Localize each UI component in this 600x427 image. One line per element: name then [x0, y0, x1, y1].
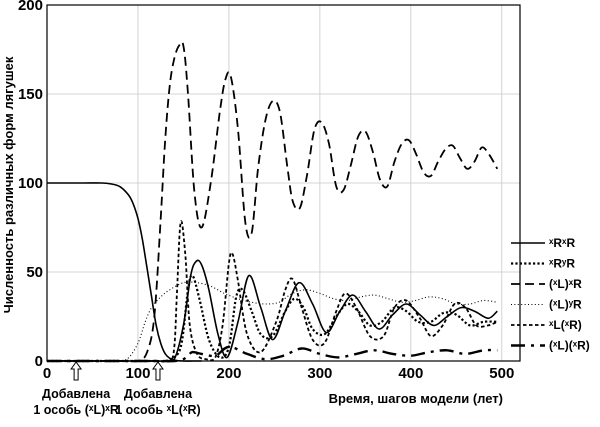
legend: ˣRˣR ˣRʸR (ˣL)ˣR (ˣL)ʸR ˣL(ˣR) (ˣL)(ˣR)	[511, 236, 590, 353]
legend-label-2: ˣRʸR	[548, 257, 575, 271]
series-line-6	[47, 345, 498, 363]
annotation-2: Добавлена 1 особь ˣL(ˣR)	[115, 361, 201, 417]
series-line-1	[47, 259, 498, 362]
x-tick-label: 200	[216, 365, 241, 382]
y-axis-label: Численность различных форм лягушек	[1, 56, 16, 313]
legend-label-1: ˣRˣR	[548, 236, 575, 250]
annotation-arrow	[152, 361, 164, 381]
series-layer	[47, 40, 499, 363]
annotation-1: Добавлена 1 особь (ˣL)ˣR	[33, 361, 119, 417]
annotation-line-1: Добавлена	[124, 387, 193, 401]
annotation-line-1: Добавлена	[42, 387, 111, 401]
series-line-3	[47, 40, 499, 363]
plot-frame	[46, 4, 521, 362]
x-tick-label: 500	[489, 365, 514, 382]
y-tick-label: 200	[18, 0, 43, 14]
series-line-4	[47, 281, 498, 362]
series-line-2	[47, 274, 498, 363]
grid-lines	[46, 4, 520, 362]
x-tick-label: 400	[398, 365, 423, 382]
annotation-arrow	[70, 361, 83, 381]
x-tick-label: 300	[307, 365, 332, 382]
y-tick-label: 100	[18, 175, 43, 192]
legend-label-5: ˣL(ˣR)	[548, 318, 582, 332]
legend-label-3: (ˣL)ˣR	[549, 277, 582, 291]
y-tick-label: 0	[35, 353, 43, 370]
legend-label-4: (ˣL)ʸR	[549, 298, 582, 312]
y-tick-label: 50	[26, 264, 43, 281]
x-axis-label: Время, шагов модели (лет)	[329, 391, 503, 406]
legend-label-6: (ˣL)(ˣR)	[549, 339, 590, 353]
series-line-5	[47, 220, 498, 363]
series-line-7	[47, 182, 202, 362]
x-tick-label: 0	[43, 365, 51, 382]
x-tick-label: 100	[125, 365, 150, 382]
annotation-line-2: 1 особь ˣL(ˣR)	[115, 403, 201, 417]
axis-ticks: 0 100 200 300 400 500 0 50 100 150 200	[18, 0, 514, 382]
annotations: Добавлена 1 особь (ˣL)ˣR Добавлена 1 особь …	[33, 361, 201, 417]
y-tick-label: 150	[18, 86, 43, 103]
annotation-line-2: 1 особь (ˣL)ˣR	[33, 403, 119, 417]
